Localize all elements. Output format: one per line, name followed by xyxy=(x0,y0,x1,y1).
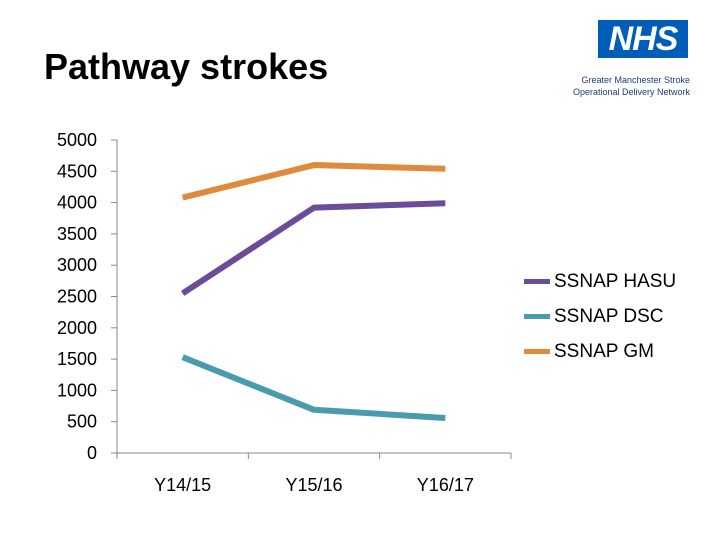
y-tick-label: 500 xyxy=(67,412,97,432)
series-line-ssnap-gm xyxy=(181,162,446,201)
legend-swatch xyxy=(524,314,550,319)
page-title: Pathway strokes xyxy=(44,46,329,87)
legend: SSNAP HASU SSNAP DSC SSNAP GM xyxy=(524,264,676,369)
network-name: Greater Manchester Stroke Operational De… xyxy=(573,74,690,98)
x-tick-label: Y16/17 xyxy=(417,475,474,495)
x-tick-label: Y15/16 xyxy=(285,475,342,495)
y-axis: 0 500 1000 1500 2000 2500 3000 3500 4000 4500 5000 xyxy=(57,130,118,463)
legend-label: SSNAP HASU xyxy=(554,270,677,292)
y-tick-label: 5000 xyxy=(57,130,97,150)
series-line-ssnap-hasu xyxy=(181,200,446,296)
y-tick-label: 3500 xyxy=(57,224,97,244)
y-tick-label: 1000 xyxy=(57,380,97,400)
y-tick-label: 1500 xyxy=(57,349,97,369)
y-tick-label: 2500 xyxy=(57,287,97,307)
y-tick-label: 2000 xyxy=(57,318,97,338)
legend-swatch xyxy=(524,349,550,354)
series-line-ssnap-dsc xyxy=(181,354,446,421)
x-tick-label: Y14/15 xyxy=(154,475,211,495)
y-tick-label: 4000 xyxy=(57,193,97,213)
x-axis: Y14/15 Y15/16 Y16/17 xyxy=(116,452,512,495)
legend-label: SSNAP DSC xyxy=(554,305,664,327)
legend-label: SSNAP GM xyxy=(554,340,654,362)
y-tick-label: 4500 xyxy=(57,161,97,181)
legend-item: SSNAP HASU xyxy=(524,264,676,299)
y-tick-label: 3000 xyxy=(57,255,97,275)
series-lines xyxy=(181,162,446,421)
nhs-logo: NHS xyxy=(598,20,688,58)
network-name-line2: Operational Delivery Network xyxy=(572,87,690,97)
legend-item: SSNAP DSC xyxy=(524,299,676,334)
legend-item: SSNAP GM xyxy=(524,334,676,369)
network-name-line1: Greater Manchester Stroke xyxy=(581,75,690,85)
legend-swatch xyxy=(524,279,550,284)
y-tick-label: 0 xyxy=(87,443,97,463)
